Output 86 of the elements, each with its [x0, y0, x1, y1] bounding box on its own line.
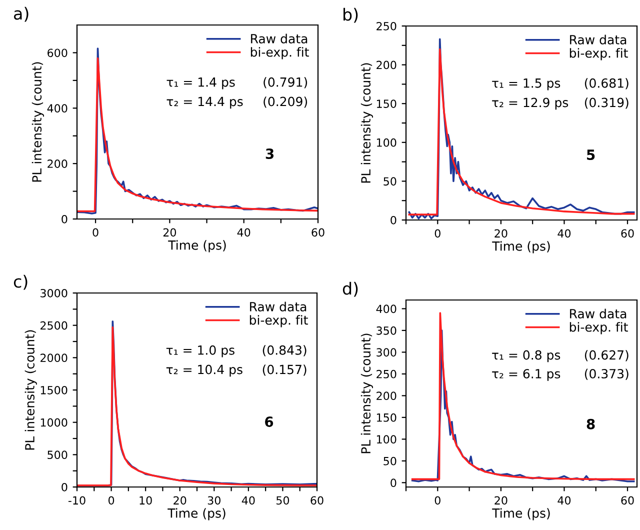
annotation: τ₂ = 10.4 ps — [166, 364, 242, 377]
y-tick-label: 600 — [48, 48, 68, 58]
y-tick-label: 250 — [376, 370, 396, 378]
y-tick-label: 500 — [48, 450, 68, 460]
annotation: τ₂ = 14.4 ps — [166, 96, 243, 109]
y-tick-label: 2000 — [40, 354, 68, 362]
legend-label: bi-exp. fit — [250, 47, 309, 60]
annotation: (0.373) — [584, 368, 628, 380]
annotation: (0.843) — [262, 345, 306, 356]
y-tick-label: 0 — [62, 214, 68, 224]
y-axis-title: PL intensity (count) — [360, 334, 373, 454]
y-axis-title: PL intensity (count) — [360, 63, 373, 183]
x-tick-label: 0 — [92, 228, 98, 237]
y-tick-label: 100 — [376, 435, 396, 444]
legend-label: Raw data — [250, 302, 306, 312]
x-tick-label: 40 — [558, 496, 571, 505]
x-tick-label: 20 — [494, 496, 508, 505]
legend-label: bi-exp. fit — [570, 48, 628, 60]
chart-title: c) — [14, 274, 28, 290]
annotation: τ₁ = 1.5 ps — [492, 78, 560, 90]
y-tick-label: 250 — [376, 22, 396, 30]
x-tick-label: 50 — [276, 496, 290, 505]
y-tick-label: 0 — [62, 482, 68, 492]
x-tick-label: 60 — [621, 229, 634, 238]
y-tick-label: 300 — [376, 348, 396, 357]
annotation: (0.209) — [264, 96, 308, 108]
annotation: 5 — [587, 150, 595, 160]
x-tick-label: -10 — [68, 496, 86, 505]
y-tick-label: 150 — [376, 413, 396, 422]
x-tick-label: 0 — [108, 496, 114, 505]
x-tick-label: 60 — [312, 228, 324, 237]
y-tick-label: 400 — [376, 304, 396, 314]
x-tick-label: 0 — [434, 496, 440, 505]
y-tick-label: 200 — [48, 160, 68, 168]
y-tick-label: 1500 — [40, 386, 68, 394]
y-tick-label: 50 — [384, 456, 396, 466]
y-tick-label: 0 — [390, 216, 396, 224]
legend-label: Raw data — [570, 34, 626, 44]
x-tick-label: 30 — [208, 496, 220, 505]
x-tick-label: 0 — [434, 229, 440, 238]
annotation: τ₁ = 1.0 ps — [166, 345, 234, 358]
annotation: τ₁ = 0.8 ps — [492, 350, 560, 362]
chart-title: b) — [344, 8, 358, 23]
annotation: 3 — [266, 148, 274, 160]
annotation: τ₁ = 1.4 ps — [166, 78, 235, 90]
x-tick-label: 40 — [242, 496, 255, 505]
x-axis-title: Time (ps) — [492, 508, 550, 520]
x-tick-label: 60 — [621, 496, 634, 505]
x-axis-title: Time (ps) — [168, 240, 226, 252]
y-tick-label: 2500 — [40, 321, 68, 330]
y-tick-label: 0 — [390, 478, 396, 488]
chart-title: d) — [342, 282, 358, 297]
annotation: (0.157) — [262, 364, 306, 376]
x-tick-label: 40 — [558, 229, 571, 238]
y-tick-label: 400 — [47, 104, 68, 113]
x-tick-label: 20 — [174, 496, 186, 505]
y-axis-title: PL intensity (count) — [24, 330, 37, 450]
legend-label: Raw data — [570, 308, 626, 318]
x-axis-title: Time (ps) — [492, 241, 550, 254]
x-tick-label: 10 — [140, 496, 152, 505]
y-tick-label: 1000 — [40, 418, 68, 427]
annotation: (0.681) — [584, 78, 628, 90]
annotation: 8 — [586, 418, 595, 430]
legend-label: Raw data — [251, 34, 308, 44]
annotation: τ₂ = 12.9 ps — [492, 98, 568, 110]
y-tick-label: 200 — [376, 392, 396, 400]
annotation: (0.791) — [264, 77, 308, 88]
x-tick-label: 20 — [494, 229, 508, 238]
y-tick-label: 350 — [376, 326, 396, 335]
x-tick-label: 60 — [310, 496, 324, 505]
x-tick-label: 40 — [237, 228, 250, 237]
y-tick-label: 3000 — [40, 288, 68, 298]
y-tick-label: 200 — [376, 60, 396, 70]
x-tick-label: 20 — [163, 228, 176, 237]
y-tick-label: 50 — [384, 177, 396, 186]
y-tick-label: 150 — [376, 100, 396, 108]
legend-label: bi-exp. fit — [250, 315, 308, 328]
annotation: (0.319) — [584, 98, 628, 109]
y-tick-label: 100 — [376, 138, 396, 147]
x-axis-title: Time (ps) — [168, 508, 226, 520]
annotation: (0.627) — [584, 350, 628, 362]
legend-label: bi-exp. fit — [570, 322, 628, 334]
chart-title: a) — [14, 6, 28, 22]
annotation: 6 — [265, 416, 274, 428]
annotation: τ₂ = 6.1 ps — [492, 368, 560, 381]
y-axis-title: PL intensity (count) — [32, 62, 44, 182]
